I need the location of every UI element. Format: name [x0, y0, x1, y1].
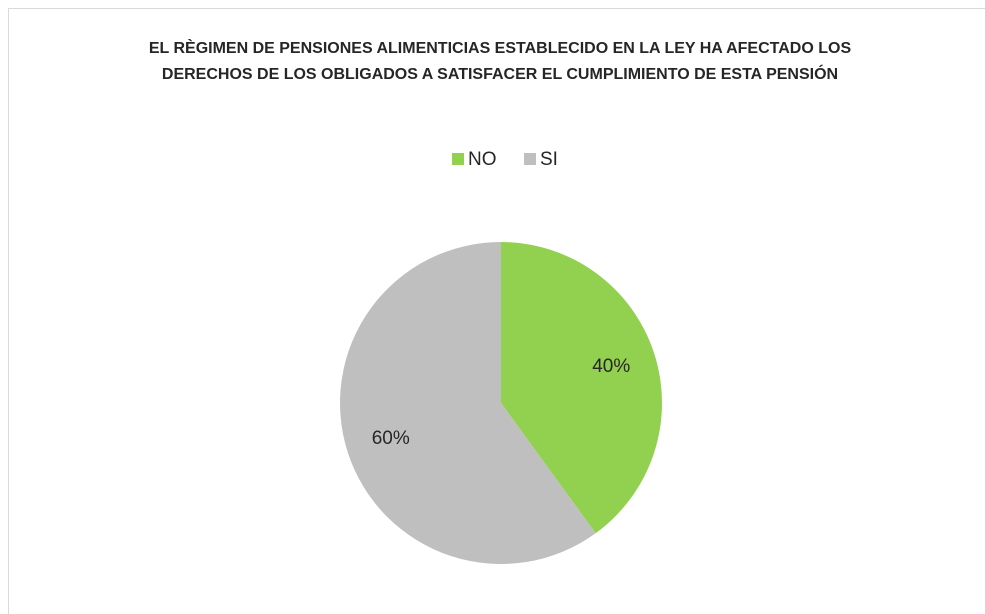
chart-title: EL RÈGIMEN DE PENSIONES ALIMENTICIAS EST…: [148, 40, 852, 83]
legend-label: NO: [468, 149, 497, 170]
legend-label: SI: [540, 149, 558, 170]
legend-swatch: [524, 153, 536, 165]
pie-slice: [340, 242, 596, 564]
pie-slice: [501, 242, 662, 534]
data-label: 40%: [592, 356, 630, 377]
legend-swatch: [452, 153, 464, 165]
data-label: 60%: [372, 428, 410, 449]
chart-border: [8, 8, 985, 614]
